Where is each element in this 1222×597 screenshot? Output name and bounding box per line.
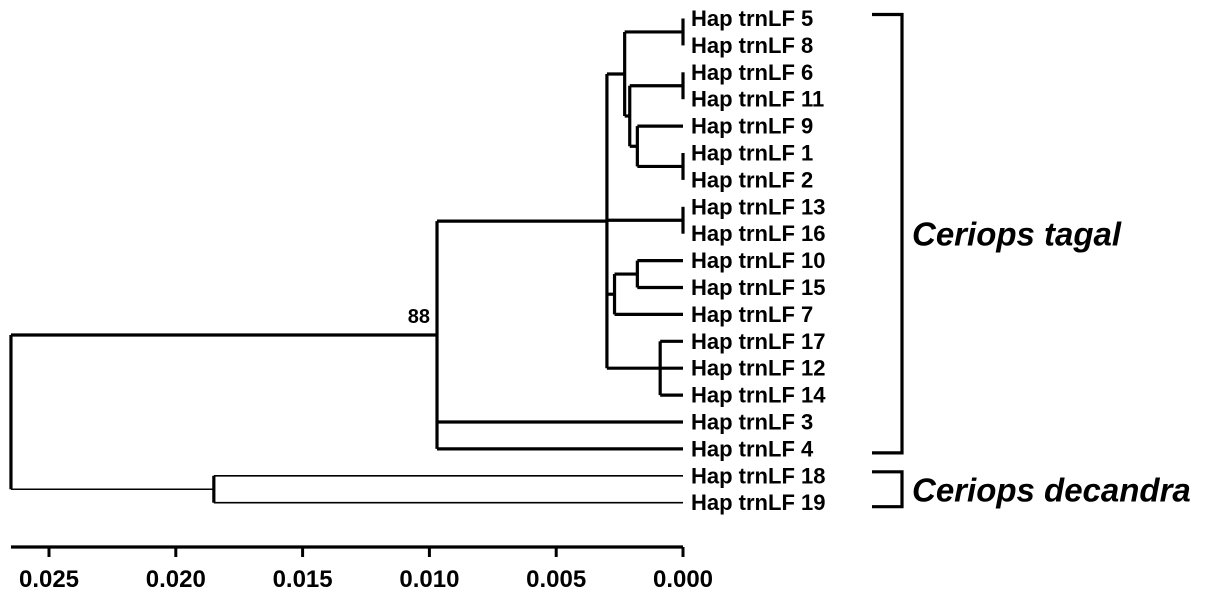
tip-label: Hap trnLF 5 xyxy=(691,6,813,31)
clade-label: Ceriops tagal xyxy=(912,216,1122,253)
clade-bracket xyxy=(872,12,904,455)
axis-tick-label: 0.025 xyxy=(19,566,79,593)
axis-tick-label: 0.015 xyxy=(273,566,333,593)
axis-tick-label: 0.010 xyxy=(399,566,459,593)
tip-label: Hap trnLF 14 xyxy=(691,383,826,408)
tip-label: Hap trnLF 11 xyxy=(691,87,824,112)
tip-label: Hap trnLF 3 xyxy=(691,410,813,435)
tip-label: Hap trnLF 4 xyxy=(691,436,814,461)
tip-label: Hap trnLF 16 xyxy=(691,221,825,246)
tip-label: Hap trnLF 2 xyxy=(691,167,813,192)
support-values: 88 xyxy=(408,306,430,328)
axis-tick-label: 0.020 xyxy=(146,566,206,593)
tip-label: Hap trnLF 10 xyxy=(691,248,825,273)
bootstrap-value: 88 xyxy=(408,306,430,328)
scale-axis: 0.025 0.020 0.015 0.010 0.005 0.000 xyxy=(10,545,713,593)
tip-label: Hap trnLF 9 xyxy=(691,114,813,139)
tree-branches xyxy=(9,18,685,504)
clade-bracket xyxy=(872,470,904,509)
tip-label: Hap trnLF 6 xyxy=(691,60,813,85)
axis-tick-label: 0.000 xyxy=(653,566,713,593)
tip-label: Hap trnLF 12 xyxy=(691,356,825,381)
tip-label: Hap trnLF 8 xyxy=(691,33,813,58)
axis-tick-label: 0.005 xyxy=(526,566,586,593)
tip-label: Hap trnLF 19 xyxy=(691,490,825,515)
tip-label: Hap trnLF 7 xyxy=(691,302,813,327)
tip-label: Hap trnLF 17 xyxy=(691,329,825,354)
clade-brackets: Ceriops tagal Ceriops decandra xyxy=(872,12,1191,509)
tip-label: Hap trnLF 15 xyxy=(691,275,825,300)
tip-label: Hap trnLF 18 xyxy=(691,463,825,488)
clade-label: Ceriops decandra xyxy=(912,471,1191,508)
tip-label: Hap trnLF 1 xyxy=(691,141,813,166)
tip-label: Hap trnLF 13 xyxy=(691,194,825,219)
